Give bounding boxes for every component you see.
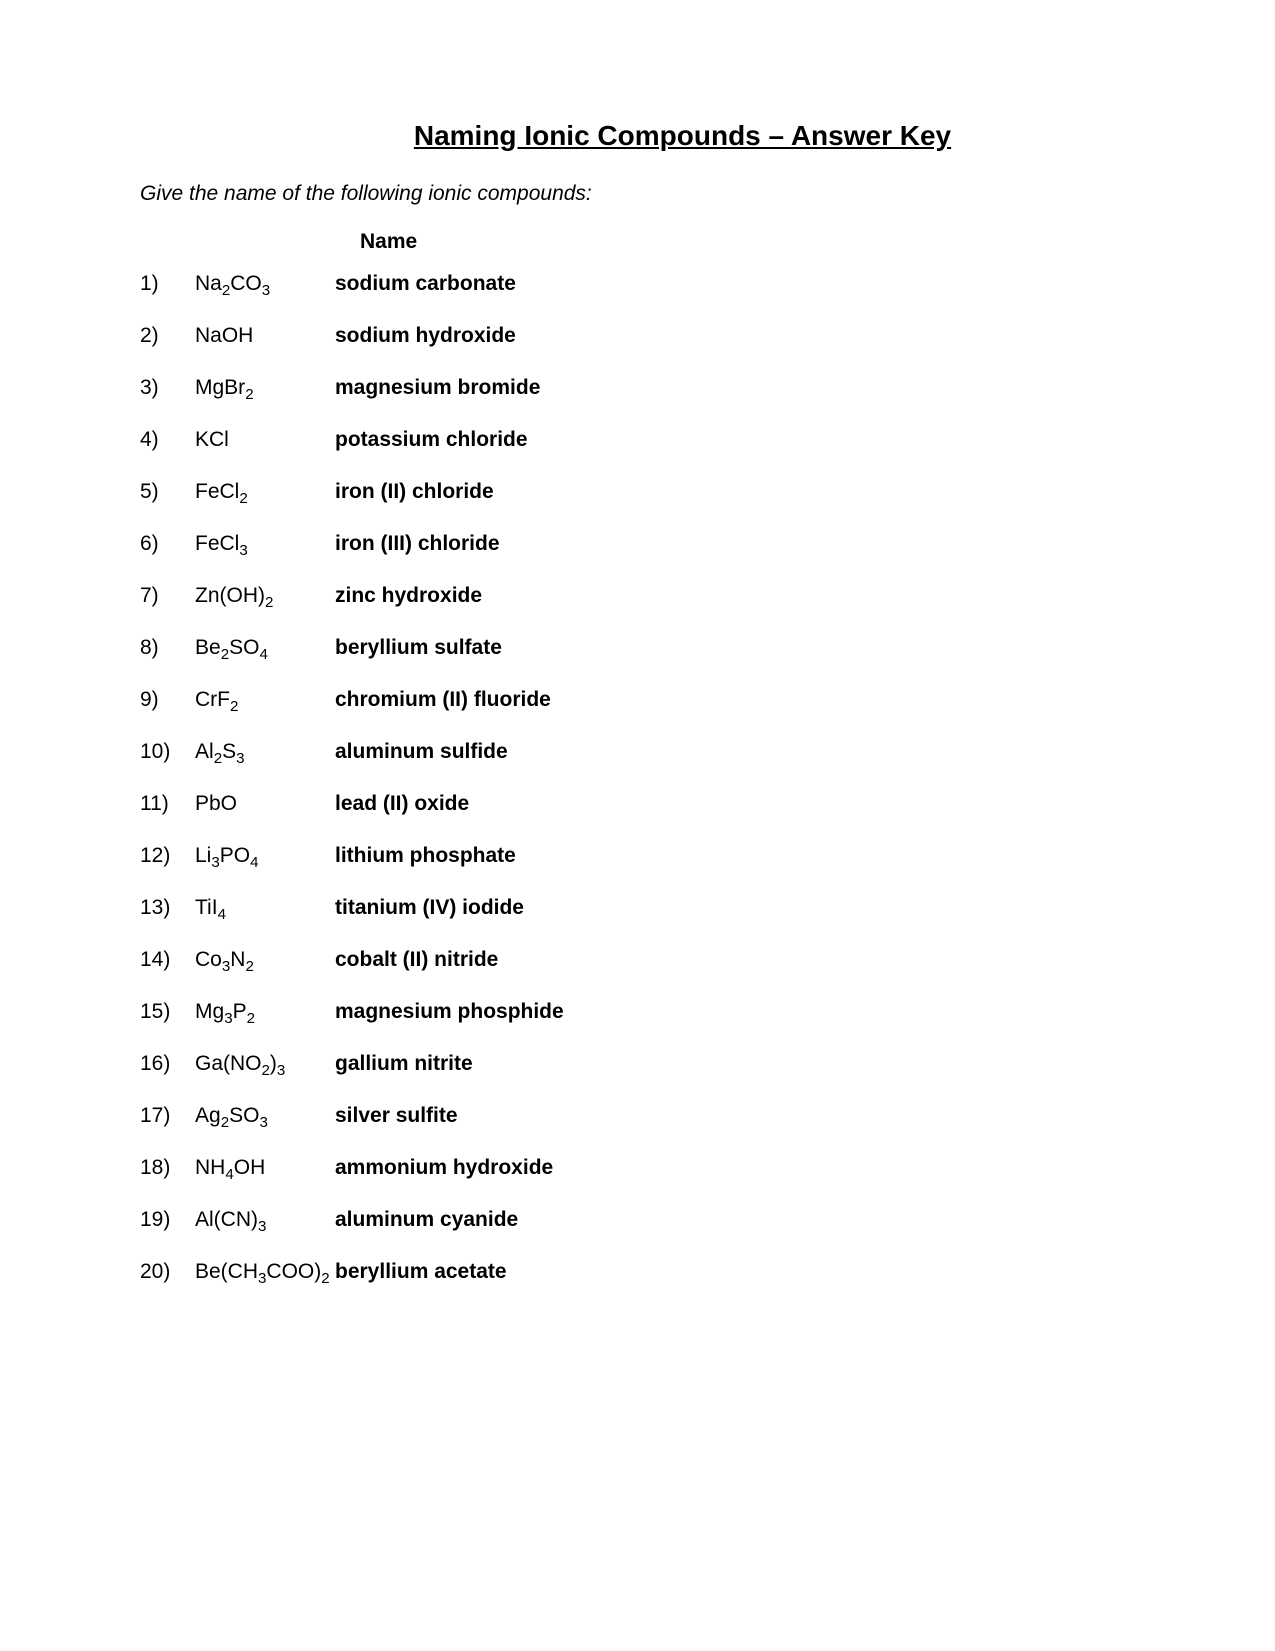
compound-row: 14)Co3N2cobalt (II) nitride [140,948,1135,972]
compound-formula: Co3N2 [195,948,335,972]
compound-name: iron (II) chloride [335,480,494,504]
compound-row: 19)Al(CN)3aluminum cyanide [140,1208,1135,1232]
row-number: 20) [140,1260,195,1284]
compound-row: 9)CrF2chromium (II) fluoride [140,688,1135,712]
row-number: 13) [140,896,195,920]
compound-row: 1)Na2CO3sodium carbonate [140,272,1135,296]
compound-formula: TiI4 [195,896,335,920]
row-number: 18) [140,1156,195,1180]
compound-formula: Zn(OH)2 [195,584,335,608]
compound-row: 17)Ag2SO3silver sulfite [140,1104,1135,1128]
compound-formula: PbO [195,792,335,816]
compound-name: zinc hydroxide [335,584,482,608]
compound-name: potassium chloride [335,428,528,452]
row-number: 6) [140,532,195,556]
compound-row: 10)Al2S3aluminum sulfide [140,740,1135,764]
compound-name: magnesium bromide [335,376,540,400]
row-number: 17) [140,1104,195,1128]
compound-name: iron (III) chloride [335,532,500,556]
compound-name: silver sulfite [335,1104,458,1128]
row-number: 12) [140,844,195,868]
compound-formula: Li3PO4 [195,844,335,868]
compound-row: 11)PbOlead (II) oxide [140,792,1135,816]
compound-row: 12)Li3PO4lithium phosphate [140,844,1135,868]
row-number: 1) [140,272,195,296]
compound-formula: Al(CN)3 [195,1208,335,1232]
compound-formula: Na2CO3 [195,272,335,296]
compound-name: cobalt (II) nitride [335,948,498,972]
compound-row: 13)TiI4titanium (IV) iodide [140,896,1135,920]
row-number: 15) [140,1000,195,1024]
row-number: 10) [140,740,195,764]
row-number: 7) [140,584,195,608]
compound-row: 20)Be(CH3COO)2beryllium acetate [140,1260,1135,1284]
compound-formula: FeCl2 [195,480,335,504]
compound-name: sodium hydroxide [335,324,516,348]
column-header-name: Name [360,230,1135,254]
compound-formula: Ag2SO3 [195,1104,335,1128]
compound-formula: NaOH [195,324,335,348]
compound-row: 8)Be2SO4beryllium sulfate [140,636,1135,660]
compound-row: 16)Ga(NO2)3gallium nitrite [140,1052,1135,1076]
compound-formula: NH4OH [195,1156,335,1180]
row-number: 5) [140,480,195,504]
compound-formula: Be2SO4 [195,636,335,660]
compound-name: beryllium acetate [335,1260,507,1284]
compound-name: aluminum cyanide [335,1208,518,1232]
row-number: 3) [140,376,195,400]
compound-formula: Ga(NO2)3 [195,1052,335,1076]
compound-row: 3)MgBr2magnesium bromide [140,376,1135,400]
compound-formula: Mg3P2 [195,1000,335,1024]
compound-row: 7)Zn(OH)2zinc hydroxide [140,584,1135,608]
compound-formula: FeCl3 [195,532,335,556]
row-number: 11) [140,792,195,816]
compound-name: sodium carbonate [335,272,516,296]
compound-formula: MgBr2 [195,376,335,400]
compound-name: aluminum sulfide [335,740,508,764]
compound-name: lithium phosphate [335,844,516,868]
compound-formula: KCl [195,428,335,452]
compound-name: titanium (IV) iodide [335,896,524,920]
compound-formula: CrF2 [195,688,335,712]
compound-formula: Al2S3 [195,740,335,764]
compound-name: ammonium hydroxide [335,1156,553,1180]
row-number: 16) [140,1052,195,1076]
compound-name: chromium (II) fluoride [335,688,551,712]
compound-row: 18)NH4OHammonium hydroxide [140,1156,1135,1180]
compound-name: magnesium phosphide [335,1000,564,1024]
row-number: 9) [140,688,195,712]
row-number: 2) [140,324,195,348]
compound-row: 15)Mg3P2magnesium phosphide [140,1000,1135,1024]
compound-row: 2)NaOHsodium hydroxide [140,324,1135,348]
compound-list: 1)Na2CO3sodium carbonate 2)NaOHsodium hyd… [140,272,1135,1284]
compound-name: lead (II) oxide [335,792,469,816]
row-number: 4) [140,428,195,452]
compound-name: gallium nitrite [335,1052,473,1076]
compound-row: 5)FeCl2iron (II) chloride [140,480,1135,504]
row-number: 19) [140,1208,195,1232]
compound-name: beryllium sulfate [335,636,502,660]
compound-row: 6)FeCl3iron (III) chloride [140,532,1135,556]
instructions-text: Give the name of the following ionic com… [140,182,1135,206]
row-number: 8) [140,636,195,660]
page-title: Naming Ionic Compounds – Answer Key [230,120,1135,152]
row-number: 14) [140,948,195,972]
compound-row: 4)KClpotassium chloride [140,428,1135,452]
compound-formula: Be(CH3COO)2 [195,1260,335,1284]
